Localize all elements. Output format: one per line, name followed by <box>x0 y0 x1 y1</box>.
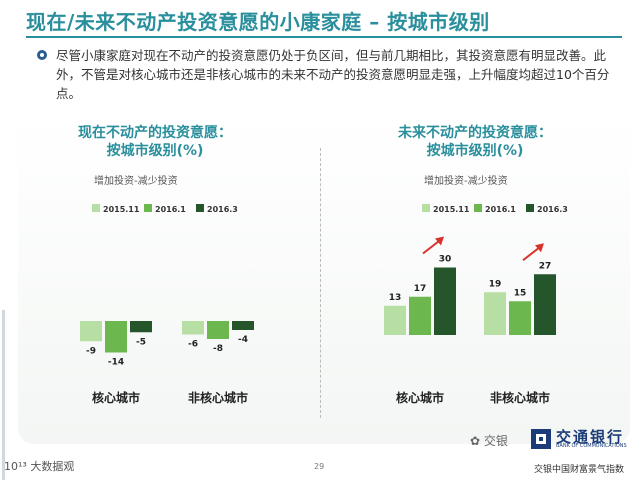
chart-divider <box>320 148 321 418</box>
right-chart-title-line1: 未来不动产的投资意愿： <box>398 125 552 141</box>
page-title: 现在/未来不动产投资意愿的小康家庭 – 按城市级别 <box>26 10 490 34</box>
page-number: 29 <box>314 462 325 471</box>
left-edge-bar <box>2 310 5 480</box>
bullet-icon <box>37 50 47 60</box>
left-chart-title: 现在不动产的投资意愿： 按城市级别(%) <box>60 124 250 160</box>
bank-tagline: 交银中国财富景气指数 <box>534 465 625 475</box>
left-chart-title-line2: 按城市级别(%) <box>106 143 204 159</box>
left-chart-title-line1: 现在不动产的投资意愿： <box>78 125 232 141</box>
right-chart-subtitle: 增加投资-减少投资 <box>424 176 508 187</box>
bank-en-name: BANK OF COMMUNICATIONS <box>556 443 627 449</box>
intro-text: 尽管小康家庭对现在不动产的投资意愿仍处于负区间，但与前几期相比，其投资意愿有明显… <box>56 48 610 101</box>
bank-logo-icon <box>531 429 551 449</box>
wechat-label: ✿ 交银 <box>470 432 508 449</box>
title-rule <box>26 36 622 38</box>
right-chart-title-line2: 按城市级别(%) <box>426 143 524 159</box>
chart-card <box>18 114 630 444</box>
right-chart-title: 未来不动产的投资意愿： 按城市级别(%) <box>380 124 570 160</box>
left-chart-subtitle: 增加投资-减少投资 <box>94 176 178 187</box>
bank-name: 交通银行 <box>556 428 625 446</box>
wechat-icon: ✿ <box>470 434 484 448</box>
footer-left-text: 10¹³ 大数据观 <box>4 460 75 473</box>
wechat-label-text: 交银 <box>483 434 508 448</box>
